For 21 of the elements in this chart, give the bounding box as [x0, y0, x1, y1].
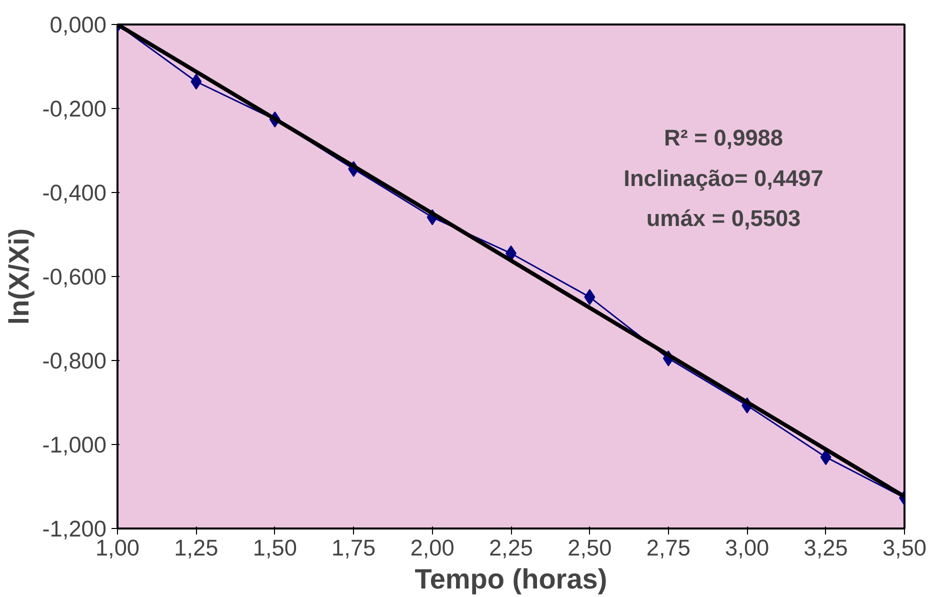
x-tick-label: 3,50 [882, 534, 927, 560]
x-tick-label: 3,25 [804, 534, 848, 560]
x-tick-label: 3,00 [725, 534, 770, 560]
y-tick-label: -0,800 [42, 348, 107, 374]
x-tick-label: 1,25 [174, 534, 218, 560]
annotation: umáx = 0,5503 [646, 205, 801, 232]
y-tick-label: -0,200 [42, 96, 107, 122]
x-tick-label: 2,00 [410, 534, 454, 560]
x-tick-label: 1,50 [252, 534, 297, 560]
x-tick-label: 2,50 [568, 534, 612, 560]
x-tick-label: 1,75 [332, 534, 376, 560]
x-axis-title: Tempo (horas) [414, 564, 608, 594]
annotation: Inclinação= 0,4497 [624, 164, 824, 191]
y-axis-title: ln(X/Xi) [3, 228, 34, 325]
y-tick-label: 0,000 [50, 12, 107, 38]
y-tick-label: -0,600 [42, 264, 107, 290]
y-tick-label: -0,400 [42, 180, 107, 206]
x-tick-label: 2,75 [646, 534, 690, 560]
x-tick-label: 2,25 [488, 534, 534, 560]
annotation: R² = 0,9988 [664, 124, 784, 150]
y-tick-label: -1,000 [42, 432, 107, 458]
